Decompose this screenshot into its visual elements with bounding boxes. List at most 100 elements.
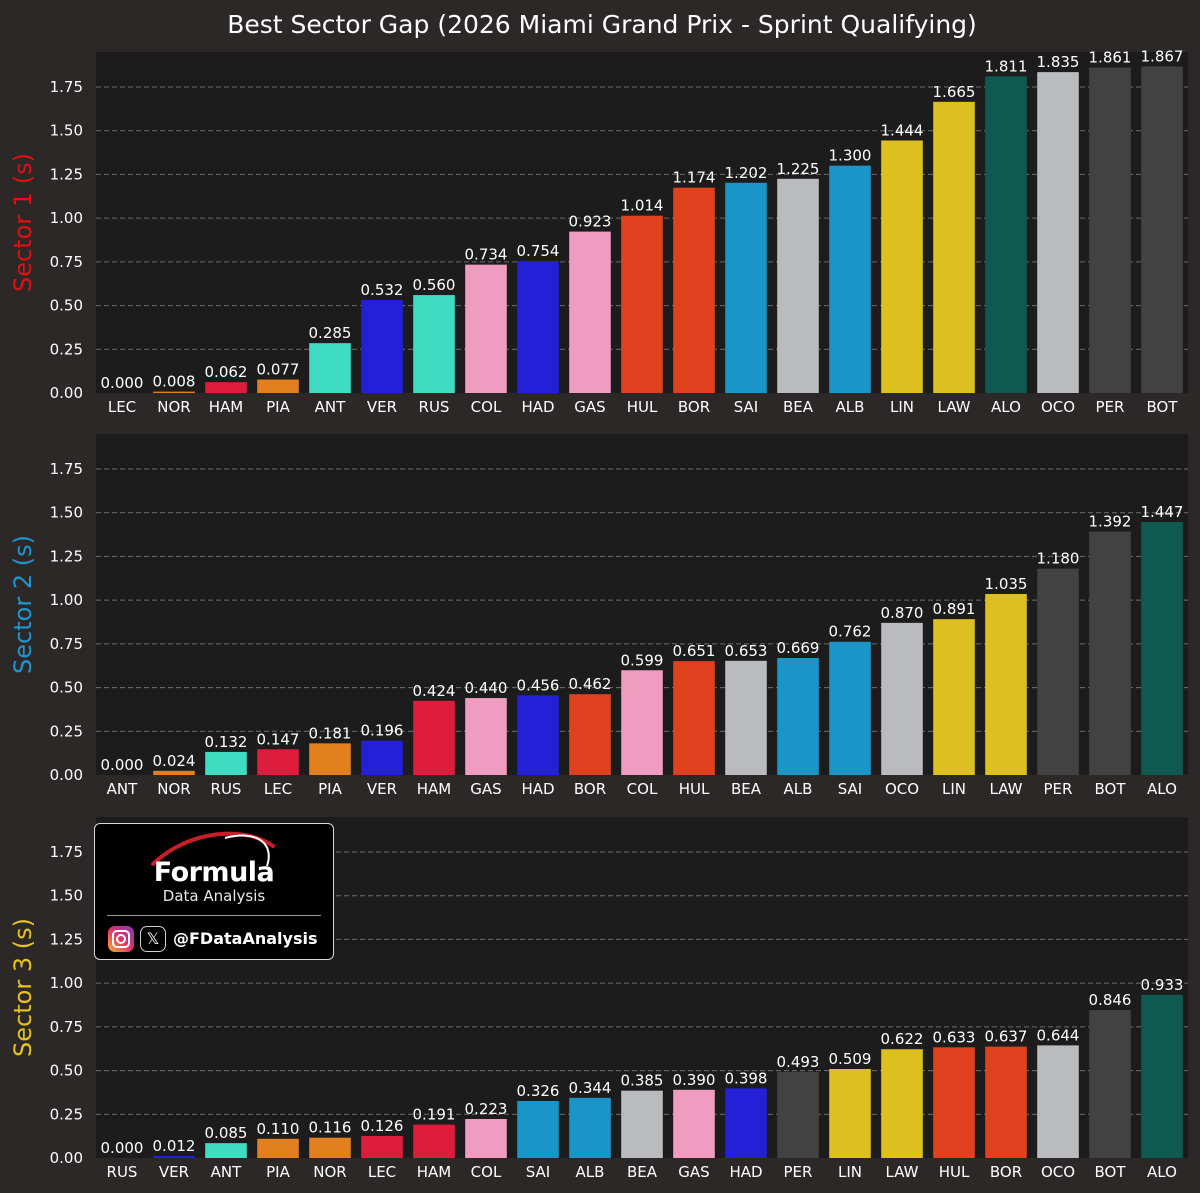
bar-law [881, 1049, 923, 1158]
panel-3-ytick-label: 1.25 [50, 930, 83, 948]
xtick-label-bea: BEA [731, 780, 762, 798]
bar-alb [569, 1097, 611, 1158]
panel-1-ytick-label: 0.75 [50, 253, 83, 271]
bar-value-label: 1.835 [1037, 53, 1080, 71]
bar-hul [673, 661, 715, 775]
xtick-label-alb: ALB [836, 398, 865, 416]
bar-oco [881, 622, 923, 775]
panel-3-ytick-label: 1.00 [50, 974, 83, 992]
bar-bor [569, 694, 611, 775]
xtick-label-sai: SAI [734, 398, 759, 416]
xtick-label-bot: BOT [1147, 398, 1179, 416]
bar-value-label: 0.653 [725, 642, 768, 660]
bar-ham [205, 382, 247, 393]
xtick-label-had: HAD [521, 398, 554, 416]
bar-value-label: 0.398 [725, 1069, 768, 1087]
bar-value-label: 0.062 [205, 363, 248, 381]
bar-value-label: 1.867 [1141, 48, 1184, 66]
xtick-label-rus: RUS [107, 1163, 138, 1181]
xtick-label-nor: NOR [157, 780, 190, 798]
panel-2-ytick-label: 0.00 [50, 766, 83, 784]
bar-pia [257, 379, 299, 393]
bar-value-label: 1.035 [985, 575, 1028, 593]
xtick-label-law: LAW [886, 1163, 919, 1181]
bar-value-label: 0.762 [829, 623, 872, 641]
xtick-label-ant: ANT [211, 1163, 242, 1181]
bar-per [1089, 67, 1131, 393]
bar-ham [413, 700, 455, 775]
bar-value-label: 0.126 [361, 1117, 404, 1135]
bar-value-label: 0.024 [153, 752, 196, 770]
x-icon: 𝕏 [140, 926, 166, 952]
bar-value-label: 0.424 [413, 682, 456, 700]
logo-swoosh-icon [151, 831, 275, 867]
bar-value-label: 0.132 [205, 733, 248, 751]
xtick-label-sai: SAI [526, 1163, 551, 1181]
bar-lin [829, 1068, 871, 1158]
bar-value-label: 0.191 [413, 1106, 456, 1124]
bar-per [1037, 568, 1079, 775]
bar-ant [205, 1143, 247, 1158]
bar-ver [361, 740, 403, 775]
bar-had [517, 261, 559, 393]
xtick-label-alo: ALO [991, 398, 1021, 416]
xtick-label-bea: BEA [627, 1163, 658, 1181]
bar-ant [309, 343, 351, 393]
bar-bot [1089, 1010, 1131, 1158]
bar-value-label: 1.444 [881, 121, 924, 139]
bar-hul [621, 215, 663, 393]
bar-per [777, 1071, 819, 1158]
xtick-label-law: LAW [990, 780, 1023, 798]
bar-alb [829, 165, 871, 393]
bar-value-label: 1.174 [673, 169, 716, 187]
bar-gas [673, 1089, 715, 1158]
xtick-label-lin: LIN [890, 398, 914, 416]
bar-sai [725, 182, 767, 393]
xtick-label-rus: RUS [419, 398, 450, 416]
xtick-label-rus: RUS [211, 780, 242, 798]
bar-rus [413, 295, 455, 393]
bar-lec [257, 749, 299, 775]
bar-col [465, 1119, 507, 1158]
panel-1-ytick-label: 0.50 [50, 297, 83, 315]
xtick-label-lec: LEC [108, 398, 136, 416]
xtick-label-col: COL [471, 398, 502, 416]
xtick-label-oco: OCO [1041, 1163, 1075, 1181]
bar-law [933, 101, 975, 393]
xtick-label-lec: LEC [264, 780, 292, 798]
bar-value-label: 0.390 [673, 1071, 716, 1089]
xtick-label-col: COL [471, 1163, 502, 1181]
panel-2-ytick-label: 0.75 [50, 635, 83, 653]
xtick-label-lec: LEC [368, 1163, 396, 1181]
xtick-label-ver: VER [367, 780, 397, 798]
bar-sai [829, 641, 871, 775]
xtick-label-hul: HUL [679, 780, 710, 798]
xtick-label-oco: OCO [1041, 398, 1075, 416]
xtick-label-pia: PIA [266, 398, 290, 416]
xtick-label-ver: VER [159, 1163, 189, 1181]
xtick-label-nor: NOR [157, 398, 190, 416]
bar-value-label: 0.085 [205, 1124, 248, 1142]
bar-value-label: 0.493 [777, 1053, 820, 1071]
bar-value-label: 0.196 [361, 722, 404, 740]
xtick-label-bor: BOR [990, 1163, 1022, 1181]
xtick-label-sai: SAI [838, 780, 863, 798]
panel-3-ytick-label: 1.75 [50, 843, 83, 861]
bar-value-label: 1.665 [933, 83, 976, 101]
xtick-label-gas: GAS [574, 398, 605, 416]
xtick-label-hul: HUL [939, 1163, 970, 1181]
panel-3-ytick-label: 0.00 [50, 1149, 83, 1167]
bar-value-label: 0.933 [1141, 976, 1184, 994]
bar-lin [881, 140, 923, 393]
panel-2-ytick-label: 0.50 [50, 679, 83, 697]
panel-3-ytick-label: 0.25 [50, 1105, 83, 1123]
chart-title: Best Sector Gap (2026 Miami Grand Prix -… [227, 10, 977, 39]
panel-1-ytick-label: 1.75 [50, 78, 83, 96]
xtick-label-bot: BOT [1095, 1163, 1127, 1181]
bar-value-label: 0.891 [933, 600, 976, 618]
bar-ham [413, 1124, 455, 1158]
bar-lin [933, 619, 975, 775]
bar-had [517, 695, 559, 775]
bar-value-label: 0.285 [309, 324, 352, 342]
bar-value-label: 0.116 [309, 1119, 352, 1137]
